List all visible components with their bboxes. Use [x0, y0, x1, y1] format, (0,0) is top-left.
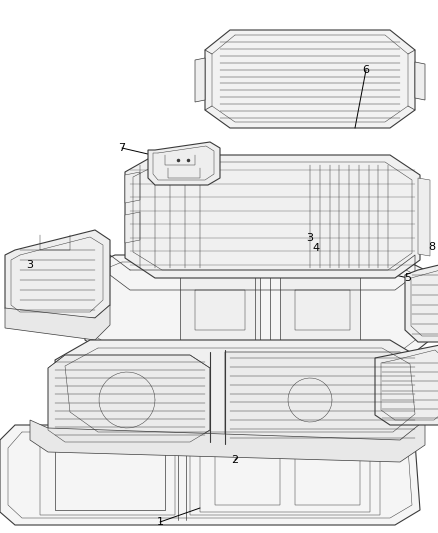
- Polygon shape: [418, 178, 430, 256]
- Polygon shape: [225, 352, 420, 444]
- Text: 2: 2: [231, 455, 239, 465]
- Text: 7: 7: [118, 143, 126, 153]
- Polygon shape: [0, 425, 420, 525]
- Polygon shape: [180, 275, 260, 345]
- Polygon shape: [80, 255, 430, 360]
- Text: 6: 6: [363, 65, 370, 75]
- Polygon shape: [205, 30, 415, 128]
- Polygon shape: [5, 305, 110, 340]
- Polygon shape: [125, 155, 420, 278]
- Polygon shape: [148, 142, 220, 185]
- Polygon shape: [375, 345, 438, 425]
- Polygon shape: [55, 340, 425, 440]
- Polygon shape: [405, 260, 438, 342]
- Polygon shape: [280, 275, 360, 345]
- Text: 4: 4: [312, 243, 320, 253]
- Polygon shape: [30, 420, 425, 462]
- Polygon shape: [195, 58, 205, 102]
- Text: 3: 3: [307, 233, 314, 243]
- Polygon shape: [415, 62, 425, 100]
- Polygon shape: [5, 230, 110, 318]
- Polygon shape: [125, 212, 140, 243]
- Text: 5: 5: [405, 273, 411, 283]
- Text: 1: 1: [156, 517, 163, 527]
- Text: 8: 8: [428, 242, 435, 252]
- Polygon shape: [48, 355, 210, 442]
- Polygon shape: [125, 172, 140, 203]
- Text: 3: 3: [27, 260, 33, 270]
